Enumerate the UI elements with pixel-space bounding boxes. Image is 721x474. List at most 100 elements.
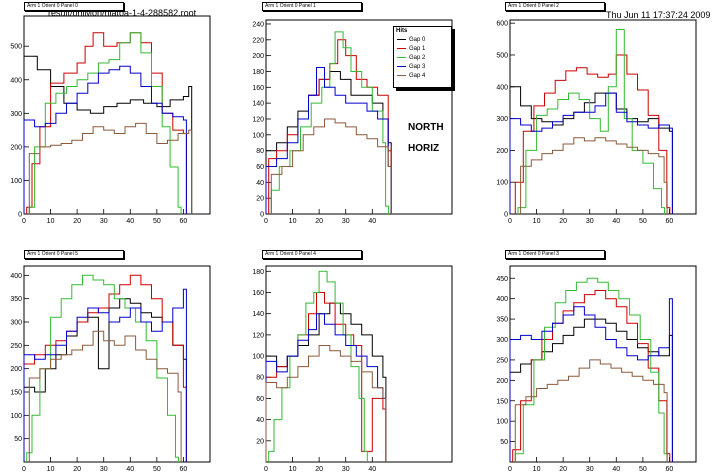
y-tick-label: 180 [252, 269, 264, 276]
y-tick-label: 80 [256, 375, 264, 382]
y-tick-label: 120 [252, 116, 264, 123]
y-tick-label: 20 [256, 196, 264, 203]
legend-item-gap2: Gap 2 [397, 55, 425, 62]
y-tick-label: 160 [252, 290, 264, 297]
y-tick-label: 200 [10, 144, 22, 151]
y-tick-label: 300 [10, 320, 22, 327]
x-tick-label: 30 [100, 218, 108, 225]
y-tick-label: 350 [496, 317, 508, 324]
x-tick-label: 20 [315, 466, 323, 473]
x-tick-label: 30 [586, 218, 594, 225]
series-line-gap-4 [514, 359, 668, 462]
y-tick-label: 450 [496, 276, 508, 283]
legend-label: Gap 1 [409, 46, 426, 52]
legend-label: Gap 3 [409, 64, 426, 70]
y-tick-label: 120 [252, 332, 264, 339]
y-tick-label: 250 [10, 343, 22, 350]
series-line-gap-3 [265, 313, 387, 462]
plot-frame-3 [23, 265, 211, 463]
series-line-gap-2 [514, 277, 668, 462]
timestamp: Thu Jun 11 17:37:24 2009 [606, 10, 711, 20]
x-tick-label: 40 [368, 466, 376, 473]
y-tick-label: 100 [496, 419, 508, 426]
y-tick-label: 400 [10, 273, 22, 280]
legend-title: Hits [396, 28, 408, 34]
y-tick-label: 240 [252, 21, 264, 28]
y-tick-label: 500 [10, 44, 22, 51]
pad-title-4: Arm 1 Orient 0 Panel 4 [262, 250, 362, 259]
y-tick-label: 140 [252, 101, 264, 108]
y-tick-label: 100 [10, 413, 22, 420]
x-tick-label: 0 [508, 466, 512, 473]
y-tick-label: 50 [500, 439, 508, 446]
x-tick-label: 10 [289, 466, 297, 473]
series-line-gap-2 [28, 32, 182, 214]
x-tick-label: 40 [126, 466, 134, 473]
series-line-gap-4 [270, 118, 392, 214]
x-tick-label: 20 [315, 218, 323, 225]
series-line-gap-3 [265, 67, 392, 214]
x-tick-label: 0 [508, 218, 512, 225]
y-tick-label: 20 [256, 438, 264, 445]
plot-frame-2 [509, 19, 697, 215]
x-tick-label: 0 [264, 466, 268, 473]
series-line-gap-3 [509, 298, 673, 462]
x-tick-label: 30 [100, 466, 108, 473]
legend-label: Gap 4 [409, 73, 426, 79]
series-line-gap-3 [23, 65, 187, 214]
series-line-gap-2 [270, 31, 390, 214]
series-line-gap-0 [509, 86, 673, 214]
x-tick-label: 40 [368, 218, 376, 225]
legend-item-gap4: Gap 4 [397, 73, 425, 80]
x-tick-label: 10 [533, 218, 541, 225]
y-tick-label: 300 [496, 116, 508, 123]
file-label: result/onlMon/hiatoa-1-4-288582.root [48, 8, 197, 18]
x-tick-label: 50 [153, 466, 161, 473]
plot-frame-4 [265, 265, 453, 463]
x-tick-label: 40 [612, 218, 620, 225]
y-tick-label: 200 [10, 366, 22, 373]
x-tick-label: 10 [289, 218, 297, 225]
x-tick-label: 50 [639, 466, 647, 473]
legend-swatch [397, 74, 406, 76]
y-tick-label: 0 [260, 212, 264, 219]
x-tick-label: 0 [22, 466, 26, 473]
horiz-label: HORIZ [408, 143, 440, 154]
x-tick-label: 60 [666, 466, 674, 473]
x-tick-label: 30 [586, 466, 594, 473]
y-tick-label: 50 [14, 436, 22, 443]
y-tick-label: 350 [10, 296, 22, 303]
series-line-gap-3 [23, 288, 187, 462]
series-line-gap-2 [517, 29, 665, 214]
pad-title-1: Arm 1 Orient 0 Panel 1 [262, 2, 362, 11]
x-tick-label: 10 [47, 218, 55, 225]
y-tick-label: 40 [256, 417, 264, 424]
x-tick-label: 30 [342, 466, 350, 473]
y-tick-label: 200 [496, 378, 508, 385]
y-tick-label: 180 [252, 69, 264, 76]
x-tick-label: 10 [47, 466, 55, 473]
legend-label: Gap 2 [409, 55, 426, 61]
y-tick-label: 150 [496, 398, 508, 405]
y-tick-label: 60 [256, 396, 264, 403]
y-tick-label: 80 [256, 148, 264, 155]
series-line-gap-1 [514, 54, 671, 214]
north-label: NORTH [408, 122, 444, 133]
y-tick-label: 100 [10, 178, 22, 185]
x-tick-label: 20 [73, 466, 81, 473]
y-tick-label: 250 [496, 357, 508, 364]
y-tick-label: 220 [252, 37, 264, 44]
legend-swatch [397, 38, 406, 40]
x-tick-label: 60 [666, 218, 674, 225]
series-line-gap-4 [28, 122, 193, 214]
y-tick-label: 400 [496, 84, 508, 91]
x-tick-label: 60 [180, 466, 188, 473]
legend-swatch [397, 65, 406, 67]
legend-item-gap3: Gap 3 [397, 64, 425, 71]
x-tick-label: 50 [153, 218, 161, 225]
y-tick-label: 60 [256, 164, 264, 171]
x-tick-label: 20 [559, 218, 567, 225]
legend-swatch [397, 47, 406, 49]
y-tick-label: 500 [496, 52, 508, 59]
x-tick-label: 50 [639, 218, 647, 225]
